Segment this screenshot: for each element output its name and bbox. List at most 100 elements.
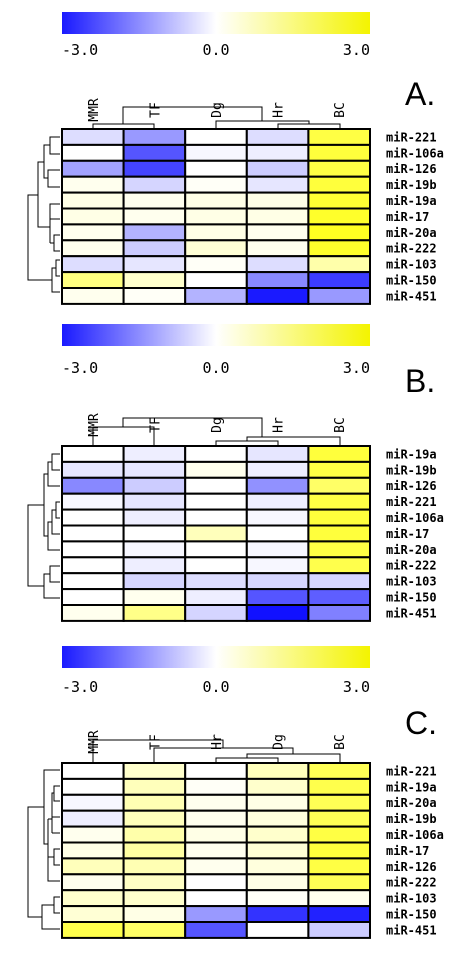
heatmap-cell (61, 445, 125, 463)
heatmap-cell (245, 825, 310, 844)
heatmap-cell (122, 841, 187, 860)
heatmap-cell (61, 921, 125, 939)
heatmap-cell (307, 207, 371, 226)
heatmap-cell (307, 540, 371, 559)
heatmap-cell (184, 492, 248, 511)
heatmap-cell (184, 762, 248, 780)
heatmap-cell (61, 873, 125, 892)
heatmap-cell (245, 762, 310, 780)
heatmap-cell (245, 476, 310, 495)
heatmap-cell (122, 524, 187, 543)
heatmap-cell (184, 460, 248, 479)
heatmap-cell (184, 921, 248, 939)
heatmap-cell (307, 921, 371, 939)
heatmap-cell (61, 143, 125, 162)
heatmap-cell (122, 476, 187, 495)
heatmap-cell (307, 604, 371, 622)
row-label: miR-19a (386, 194, 437, 208)
heatmap-cell (245, 255, 310, 274)
heatmap-cell (61, 128, 125, 146)
heatmap-cell (245, 492, 310, 511)
heatmap-cell (61, 857, 125, 876)
heatmap-cell (184, 572, 248, 591)
row-label: miR-103 (386, 258, 437, 272)
heatmap-cell (245, 857, 310, 876)
row-label: miR-222 (386, 559, 437, 573)
heatmap-cell (184, 143, 248, 162)
scale-max-label: 3.0 (343, 678, 370, 696)
heatmap-cell (122, 143, 187, 162)
heatmap-cell (61, 841, 125, 860)
heatmap-cell (184, 191, 248, 210)
column-label: Dg (210, 417, 225, 433)
heatmap-cell (307, 524, 371, 543)
heatmap-cell (184, 588, 248, 606)
row-label: miR-17 (386, 527, 429, 541)
heatmap-cell (245, 128, 310, 146)
column-label: MMR (87, 730, 102, 754)
heatmap-cell (184, 255, 248, 274)
heatmap-cell (307, 223, 371, 242)
heatmap-cell (307, 825, 371, 844)
heatmap-cell (122, 905, 187, 923)
heatmap-cell (307, 572, 371, 591)
row-label: miR-20a (386, 543, 437, 557)
heatmap-cell (184, 207, 248, 226)
heatmap-cell (184, 556, 248, 575)
column-label: Dg (210, 102, 225, 118)
heatmap-cell (122, 159, 187, 178)
scale-min-label: -3.0 (62, 359, 98, 377)
heatmap-cell (245, 508, 310, 527)
heatmap-cell (122, 223, 187, 242)
heatmap-cell (184, 841, 248, 860)
heatmap-cell (184, 889, 248, 908)
heatmap-cell (61, 460, 125, 479)
heatmap-cell (245, 572, 310, 591)
column-label: Hr (272, 102, 287, 118)
heatmap-cell (245, 588, 310, 606)
heatmap-cell (245, 239, 310, 258)
row-label: miR-17 (386, 844, 429, 858)
heatmap-cell (61, 492, 125, 511)
heatmap-cell (122, 889, 187, 908)
column-label: Hr (272, 417, 287, 433)
row-label: miR-221 (386, 130, 437, 144)
heatmap-cell (61, 905, 125, 923)
column-dendrogram (92, 417, 341, 445)
heatmap-cell (61, 809, 125, 828)
heatmap-cell (307, 271, 371, 290)
heatmap-cell (245, 143, 310, 162)
heatmap-cell (61, 588, 125, 606)
row-label: miR-150 (386, 591, 437, 605)
heatmap-cell (122, 540, 187, 559)
heatmap-cell (61, 540, 125, 559)
heatmap-cell (245, 873, 310, 892)
row-label: miR-106a (386, 511, 444, 525)
heatmap-cell (184, 524, 248, 543)
heatmap-cell (307, 556, 371, 575)
heatmap-cell (245, 191, 310, 210)
heatmap-cell (184, 604, 248, 622)
heatmap-cell (245, 604, 310, 622)
heatmap-cell (122, 809, 187, 828)
heatmap-cell (61, 777, 125, 796)
heatmap-cells: miR-221 miR-106a miR-126 miR-19b miR-19a miR-… (61, 98, 444, 305)
heatmap-cell (122, 287, 187, 305)
heatmap-cell (245, 524, 310, 543)
heatmap-cell (245, 445, 310, 463)
heatmap-cell (307, 287, 371, 305)
heatmap-cell (122, 873, 187, 892)
heatmap-cell (245, 777, 310, 796)
heatmap-cell (184, 777, 248, 796)
heatmap-cell (184, 445, 248, 463)
heatmap-cell (245, 540, 310, 559)
column-label: MMR (87, 98, 102, 122)
panel-label: B. (405, 363, 435, 399)
heatmap-cell (122, 556, 187, 575)
heatmap-cell (61, 207, 125, 226)
scale-mid-label: 0.0 (202, 678, 229, 696)
row-label: miR-150 (386, 908, 437, 922)
row-label: miR-106a (386, 146, 444, 160)
heatmap-cell (307, 793, 371, 812)
row-label: miR-222 (386, 876, 437, 890)
